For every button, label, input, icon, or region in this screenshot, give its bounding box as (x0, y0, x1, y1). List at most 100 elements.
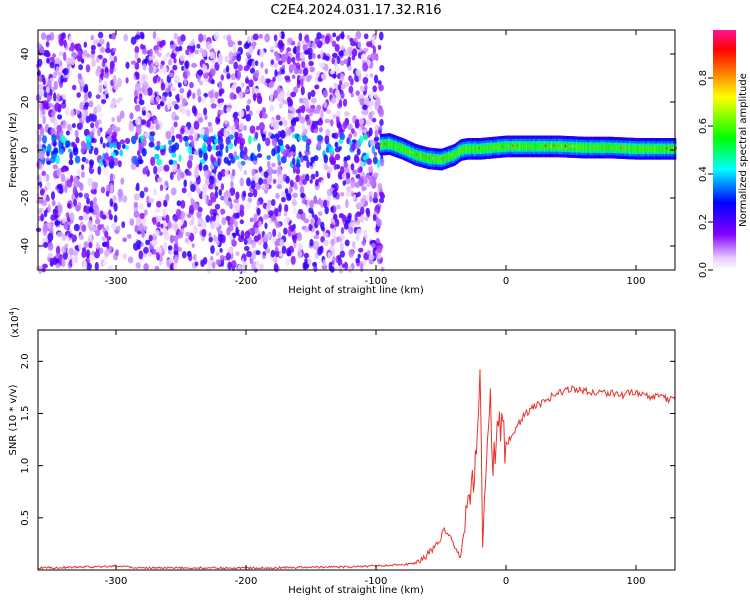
heatmap-cell (248, 135, 252, 145)
heatmap-cell (76, 92, 81, 98)
heatmap-cell (264, 33, 270, 43)
heatmap-cell (281, 31, 285, 40)
heatmap-cell (226, 73, 231, 80)
heatmap-cell (184, 140, 189, 148)
heatmap-cell (374, 136, 380, 142)
heatmap-x-label: Height of straight line (km) (288, 285, 424, 296)
heatmap-cell (46, 86, 50, 94)
tone-band-cell (422, 153, 425, 160)
heatmap-cell (261, 113, 268, 119)
heatmap-cell (346, 190, 350, 198)
tone-band-cell (475, 145, 478, 152)
heatmap-cell (296, 45, 301, 53)
tone-band-cell (410, 149, 412, 156)
heatmap-cell (185, 231, 191, 237)
heatmap-cell (68, 46, 74, 52)
heatmap-cell (210, 103, 217, 109)
tone-band-cell (397, 144, 400, 151)
heatmap-cell (135, 72, 140, 80)
heatmap-cell (189, 126, 195, 135)
heatmap-cell (56, 124, 62, 133)
heatmap-cell (376, 218, 382, 227)
heatmap-cell (275, 114, 281, 121)
heatmap-cell (102, 142, 106, 149)
heatmap-cell (189, 81, 194, 89)
heatmap-cell (102, 158, 106, 165)
heatmap-cell (93, 39, 99, 45)
heatmap-cell (303, 218, 310, 224)
heatmap-cell (84, 205, 91, 215)
heatmap-cell (183, 135, 189, 142)
heatmap-cell (160, 60, 165, 66)
heatmap-cell (88, 233, 93, 239)
heatmap-cell (115, 225, 121, 231)
heatmap-cell (179, 95, 183, 100)
colorbar-tick-label: 0.2 (698, 214, 709, 230)
heatmap-cell (366, 41, 372, 48)
heatmap-cell (244, 230, 251, 239)
heatmap-cell (84, 102, 90, 108)
heatmap-cell (154, 60, 160, 66)
heatmap-cell (166, 52, 170, 58)
heatmap-cell (310, 173, 316, 180)
heatmap-cell (179, 87, 185, 94)
heatmap-cell (287, 128, 292, 136)
heatmap-cell (328, 246, 335, 252)
heatmap-cell (65, 57, 71, 65)
heatmap-cell (358, 126, 363, 132)
heatmap-cell (359, 161, 365, 168)
heatmap-cell (113, 82, 119, 91)
heatmap-cell (252, 188, 258, 198)
heatmap-cell (135, 262, 141, 269)
heatmap-cell (71, 234, 76, 244)
heatmap-cell (219, 248, 223, 253)
heatmap-cell (155, 246, 162, 254)
heatmap-cell (60, 102, 67, 109)
heatmap-cell (234, 118, 239, 129)
heatmap-cell (199, 162, 203, 172)
tone-band-cell (639, 145, 642, 152)
heatmap-cell (93, 147, 99, 156)
heatmap-cell (306, 159, 310, 169)
heatmap-cell (379, 191, 384, 197)
heatmap-cell (62, 78, 68, 83)
heatmap-cell (138, 93, 143, 101)
heatmap-cell (40, 190, 45, 196)
heatmap-cell (319, 62, 326, 69)
heatmap-cell (275, 240, 281, 247)
heatmap-cell (293, 207, 297, 215)
heatmap-cell (329, 69, 335, 75)
heatmap-cell (299, 97, 304, 104)
heatmap-cell (324, 135, 330, 145)
heatmap-cell (303, 155, 309, 161)
heatmap-cell (232, 113, 237, 119)
heatmap-cell (306, 75, 311, 83)
heatmap-cell (297, 79, 301, 85)
tone-band-cell (567, 143, 569, 150)
heatmap-cell (362, 104, 368, 111)
heatmap-cell (58, 65, 64, 72)
heatmap-cell (347, 123, 353, 130)
colorbar-ticks: 0.0 0.2 0.4 0.6 0.8 (698, 70, 713, 278)
heatmap-cell (148, 197, 155, 204)
heatmap-cell (295, 167, 301, 175)
heatmap-cell (372, 214, 377, 222)
heatmap-cell (340, 45, 345, 51)
heatmap-cell (267, 160, 271, 169)
heatmap-cell (186, 45, 192, 50)
heatmap-cell (265, 78, 271, 84)
heatmap-cell (239, 219, 244, 225)
heatmap-cell (299, 116, 306, 124)
tone-band-cell (461, 146, 464, 153)
heatmap-cell (346, 34, 351, 40)
heatmap-cell (72, 84, 77, 91)
heatmap-cell (128, 123, 135, 132)
heatmap-cell (110, 184, 114, 193)
heatmap-cell (63, 39, 67, 48)
heatmap-cell (378, 197, 385, 204)
heatmap-cell (225, 189, 229, 196)
heatmap-cell (280, 69, 285, 75)
heatmap-cell (98, 119, 102, 125)
heatmap-cell (291, 56, 296, 63)
heatmap-cell (148, 65, 153, 74)
